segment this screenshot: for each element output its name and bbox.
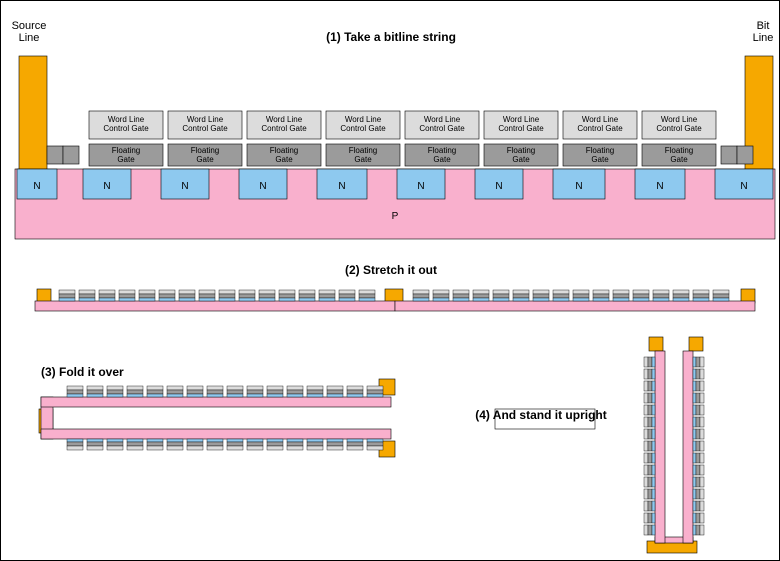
bit-line-label: BitLine: [753, 20, 774, 44]
svg-text:N: N: [656, 181, 663, 192]
svg-text:Word LineControl Gate: Word LineControl Gate: [419, 115, 465, 133]
svg-text:N: N: [338, 181, 345, 192]
svg-text:N: N: [417, 181, 424, 192]
svg-text:N: N: [575, 181, 582, 192]
step2-title: (2) Stretch it out: [345, 263, 437, 277]
step4-title: (4) And stand it upright: [475, 408, 607, 422]
svg-text:N: N: [740, 181, 747, 192]
svg-text:Word LineControl Gate: Word LineControl Gate: [340, 115, 386, 133]
svg-text:N: N: [103, 181, 110, 192]
p-label: P: [392, 211, 399, 222]
source-line-post: [19, 56, 47, 171]
svg-text:Word LineControl Gate: Word LineControl Gate: [261, 115, 307, 133]
step1-title: (1) Take a bitline string: [326, 30, 456, 44]
svg-text:Word LineControl Gate: Word LineControl Gate: [656, 115, 702, 133]
svg-text:N: N: [259, 181, 266, 192]
step3-title: (3) Fold it over: [41, 365, 124, 379]
svg-text:Word LineControl Gate: Word LineControl Gate: [577, 115, 623, 133]
svg-text:Word LineControl Gate: Word LineControl Gate: [103, 115, 149, 133]
svg-text:Word LineControl Gate: Word LineControl Gate: [182, 115, 228, 133]
source-line-label: SourceLine: [12, 20, 47, 44]
svg-text:N: N: [495, 181, 502, 192]
diagram-svg: (1) Take a bitline string SourceLine BitLi…: [1, 1, 780, 561]
svg-text:Word LineControl Gate: Word LineControl Gate: [498, 115, 544, 133]
svg-text:N: N: [181, 181, 188, 192]
diagram-root: (1) Take a bitline string SourceLine BitLi…: [0, 0, 780, 561]
svg-text:N: N: [33, 181, 40, 192]
